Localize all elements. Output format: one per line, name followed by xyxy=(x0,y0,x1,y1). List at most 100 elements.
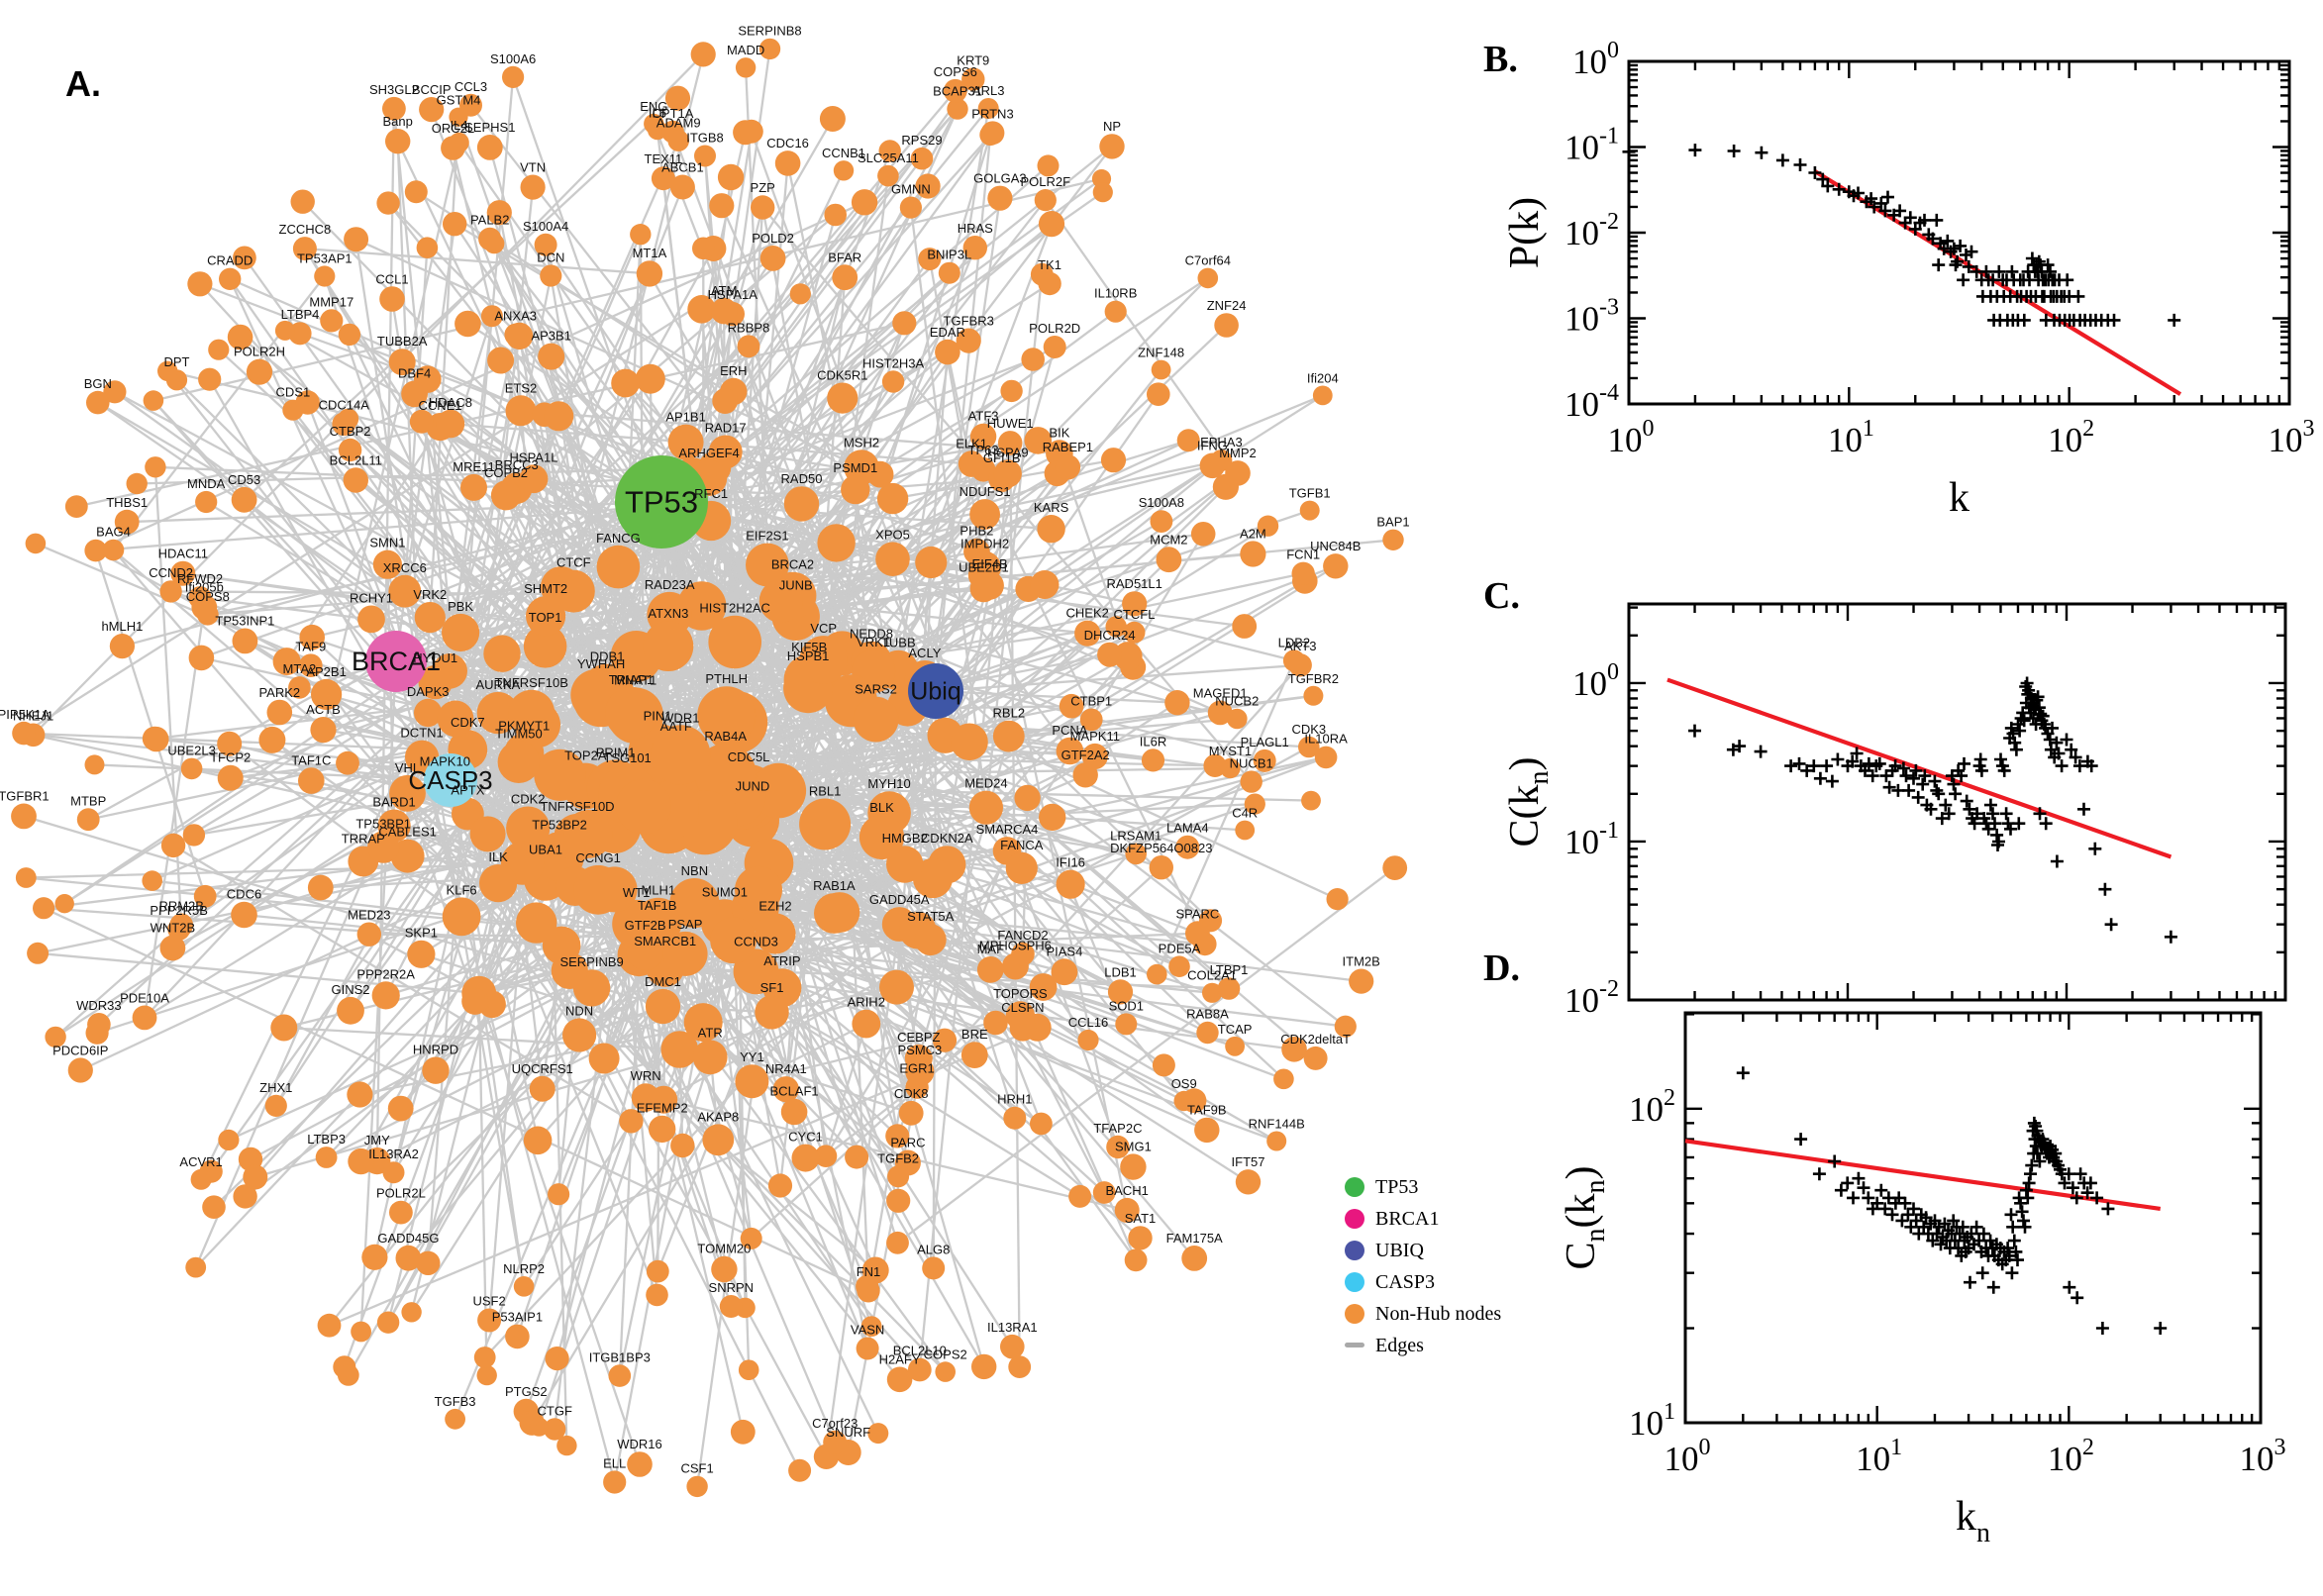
non-hub-node xyxy=(670,1133,695,1158)
non-hub-node xyxy=(824,203,847,227)
non-hub-node xyxy=(977,98,999,119)
node-label: MYH10 xyxy=(867,776,910,791)
network-edge xyxy=(454,934,658,1421)
node-label: ARIH2 xyxy=(848,995,885,1010)
non-hub-node xyxy=(1288,653,1312,677)
legend-item-casp3: CASP3 xyxy=(1345,1269,1501,1294)
node-label: UBE2L3 xyxy=(167,744,215,758)
non-hub-node xyxy=(612,899,660,948)
node-label: SERPINB9 xyxy=(559,954,623,969)
node-label: PARK2 xyxy=(258,685,300,700)
node-label: RBBP8 xyxy=(728,320,770,335)
node-label: HRH1 xyxy=(997,1092,1032,1107)
node-label: FANCG xyxy=(596,531,641,546)
node-label: TGFBR3 xyxy=(944,314,994,329)
non-hub-node xyxy=(619,1109,644,1134)
plus-marker xyxy=(1909,763,1923,777)
node-label: MED23 xyxy=(348,907,390,922)
panel-b-label: B. xyxy=(1483,39,1518,80)
plus-marker xyxy=(1979,264,1993,278)
node-label: NR4A1 xyxy=(765,1061,807,1076)
non-hub-node xyxy=(1000,1334,1025,1359)
fit-line xyxy=(1813,169,2182,396)
plus-marker xyxy=(1956,1220,1970,1234)
hub-node-brca1 xyxy=(365,631,427,692)
non-hub-node xyxy=(914,924,947,956)
node-label: POLR2L xyxy=(376,1186,426,1201)
plus-marker xyxy=(1816,172,1830,186)
non-hub-node xyxy=(343,467,368,493)
plus-marker xyxy=(2001,1242,2015,1255)
non-hub-node xyxy=(145,456,166,478)
axis-box xyxy=(1627,602,2287,1002)
network-edge xyxy=(511,75,663,504)
network-edge xyxy=(394,292,802,663)
plus-marker xyxy=(1970,1220,1983,1234)
non-hub-node xyxy=(544,1418,566,1441)
non-hub-node xyxy=(218,1129,240,1150)
node-label: VCP xyxy=(810,621,837,636)
node-label: IFT57 xyxy=(1232,1154,1265,1169)
non-hub-node xyxy=(746,543,789,587)
network-edge xyxy=(659,500,883,839)
node-label: AKT3 xyxy=(1284,639,1317,653)
non-hub-node xyxy=(717,163,745,191)
node-label: LDB1 xyxy=(1104,964,1137,979)
plus-marker xyxy=(2062,1167,2075,1181)
non-hub-node xyxy=(1298,736,1320,758)
node-label: CCND3 xyxy=(734,934,778,948)
non-hub-node xyxy=(523,625,567,668)
node-label: CCNE1 xyxy=(418,398,461,413)
non-hub-node xyxy=(596,545,641,589)
non-hub-node xyxy=(445,1408,465,1430)
node-label: TK1 xyxy=(1038,257,1061,272)
non-hub-node xyxy=(867,1423,889,1445)
node-label: NLRP2 xyxy=(503,1261,545,1276)
non-hub-node xyxy=(15,867,37,888)
node-label: RABEP1 xyxy=(1043,440,1093,454)
non-hub-node xyxy=(1009,1015,1037,1042)
node-label: CLSPN xyxy=(1001,1000,1044,1015)
plus-marker xyxy=(1792,756,1806,770)
non-hub-node xyxy=(780,1098,808,1126)
node-label: C4R xyxy=(1232,806,1258,821)
non-hub-node xyxy=(1257,515,1279,537)
non-hub-node xyxy=(25,533,47,554)
node-label: NDN xyxy=(565,1003,593,1018)
y-axis-title: P(k) xyxy=(1502,197,1548,268)
non-hub-node xyxy=(885,1124,910,1148)
plus-marker xyxy=(2058,1176,2071,1190)
node-label: RFC1 xyxy=(694,486,728,501)
non-hub-node xyxy=(667,130,689,151)
non-hub-node xyxy=(1106,1135,1130,1159)
non-hub-node xyxy=(751,762,807,819)
node-label: TSG101 xyxy=(603,750,651,765)
node-label: TAF1C xyxy=(291,752,331,767)
node-label: IL13RA1 xyxy=(987,1320,1038,1335)
node-label: IFI16 xyxy=(1056,855,1085,870)
node-label: CDK2deltaT xyxy=(1280,1032,1351,1047)
node-label: C7orf23 xyxy=(812,1416,858,1431)
node-label: XPO5 xyxy=(875,528,910,543)
non-hub-node xyxy=(264,1094,287,1117)
node-label: PIP5K1A xyxy=(0,707,50,722)
non-hub-node xyxy=(1039,803,1066,832)
legend-label: UBIQ xyxy=(1375,1239,1424,1261)
node-label: NDUFS1 xyxy=(960,484,1011,499)
tick-label: 100 xyxy=(1665,1435,1711,1478)
node-label: FN1 xyxy=(857,1264,881,1279)
tick-label: 100 xyxy=(1572,659,1619,703)
non-hub-node xyxy=(710,917,757,964)
non-hub-node xyxy=(1030,570,1060,599)
network-edge xyxy=(466,812,540,1142)
plus-marker xyxy=(1939,798,1953,812)
node-label: MMP17 xyxy=(309,294,354,309)
non-hub-node xyxy=(188,586,212,610)
network-edge xyxy=(152,177,1103,402)
non-hub-node xyxy=(64,495,88,518)
non-hub-node xyxy=(710,297,738,325)
node-label: COPS8 xyxy=(186,589,230,604)
node-label: ZNF24 xyxy=(1207,298,1247,313)
plus-marker xyxy=(2012,817,2026,831)
node-label: TUBB2A xyxy=(377,334,428,349)
